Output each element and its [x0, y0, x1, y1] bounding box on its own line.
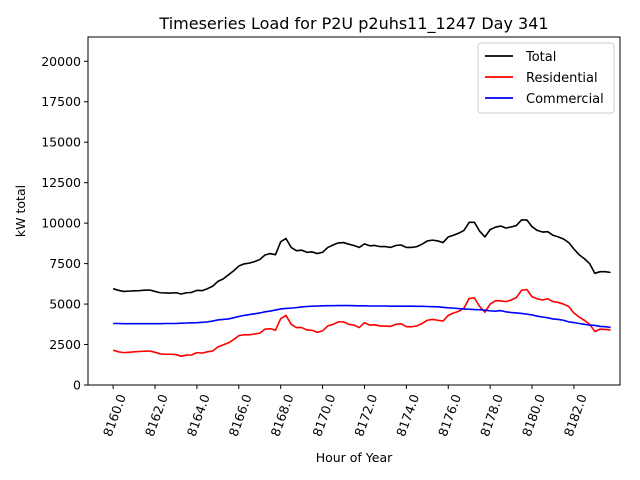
x-tick-label: 8176.0 — [435, 392, 464, 438]
x-tick-label: 8172.0 — [351, 392, 380, 438]
x-tick-label: 8182.0 — [561, 392, 590, 438]
y-axis-ticks: 0 2500 5000 7500 10000 12500 15000 17500 20000 — [41, 54, 88, 393]
x-tick-label: 8180.0 — [519, 392, 548, 438]
legend: Total Residential Commercial — [477, 42, 615, 114]
y-tick-label: 0 — [73, 378, 81, 393]
axes-frame — [87, 36, 621, 386]
chart-title: Timeseries Load for P2U p2uhs11_1247 Day… — [158, 14, 548, 34]
legend-box — [477, 42, 615, 114]
x-tick-label: 8164.0 — [184, 392, 213, 438]
x-tick-label: 8174.0 — [393, 392, 422, 438]
series-line-residential — [112, 288, 611, 357]
y-tick-label: 15000 — [41, 135, 81, 150]
x-tick-label: 8170.0 — [309, 392, 338, 438]
y-tick-label: 12500 — [41, 175, 81, 190]
y-tick-label: 10000 — [41, 216, 81, 231]
legend-label-total: Total — [525, 50, 556, 65]
legend-label-residential: Residential — [526, 71, 598, 86]
plot-area-border — [87, 36, 621, 386]
series-line-commercial — [113, 304, 611, 329]
legend-label-commercial: Commercial — [526, 92, 604, 107]
x-tick-label: 8178.0 — [477, 392, 506, 438]
y-tick-label: 7500 — [49, 256, 81, 271]
x-tick-label: 8160.0 — [100, 392, 129, 438]
plot-lines — [112, 219, 611, 357]
x-tick-label: 8166.0 — [226, 392, 255, 438]
x-tick-label: 8162.0 — [142, 392, 171, 438]
series-line-total — [112, 219, 611, 295]
y-tick-label: 17500 — [41, 94, 81, 109]
x-tick-label: 8168.0 — [267, 392, 296, 438]
x-axis-label: Hour of Year — [316, 450, 393, 465]
x-axis-ticks: 8160.0 8162.0 8164.0 8166.0 8168.0 8170.0 8172… — [100, 385, 590, 438]
y-tick-label: 5000 — [49, 297, 81, 312]
y-tick-label: 20000 — [41, 54, 81, 69]
y-tick-label: 2500 — [49, 337, 81, 352]
y-axis-label: kW total — [13, 185, 28, 237]
